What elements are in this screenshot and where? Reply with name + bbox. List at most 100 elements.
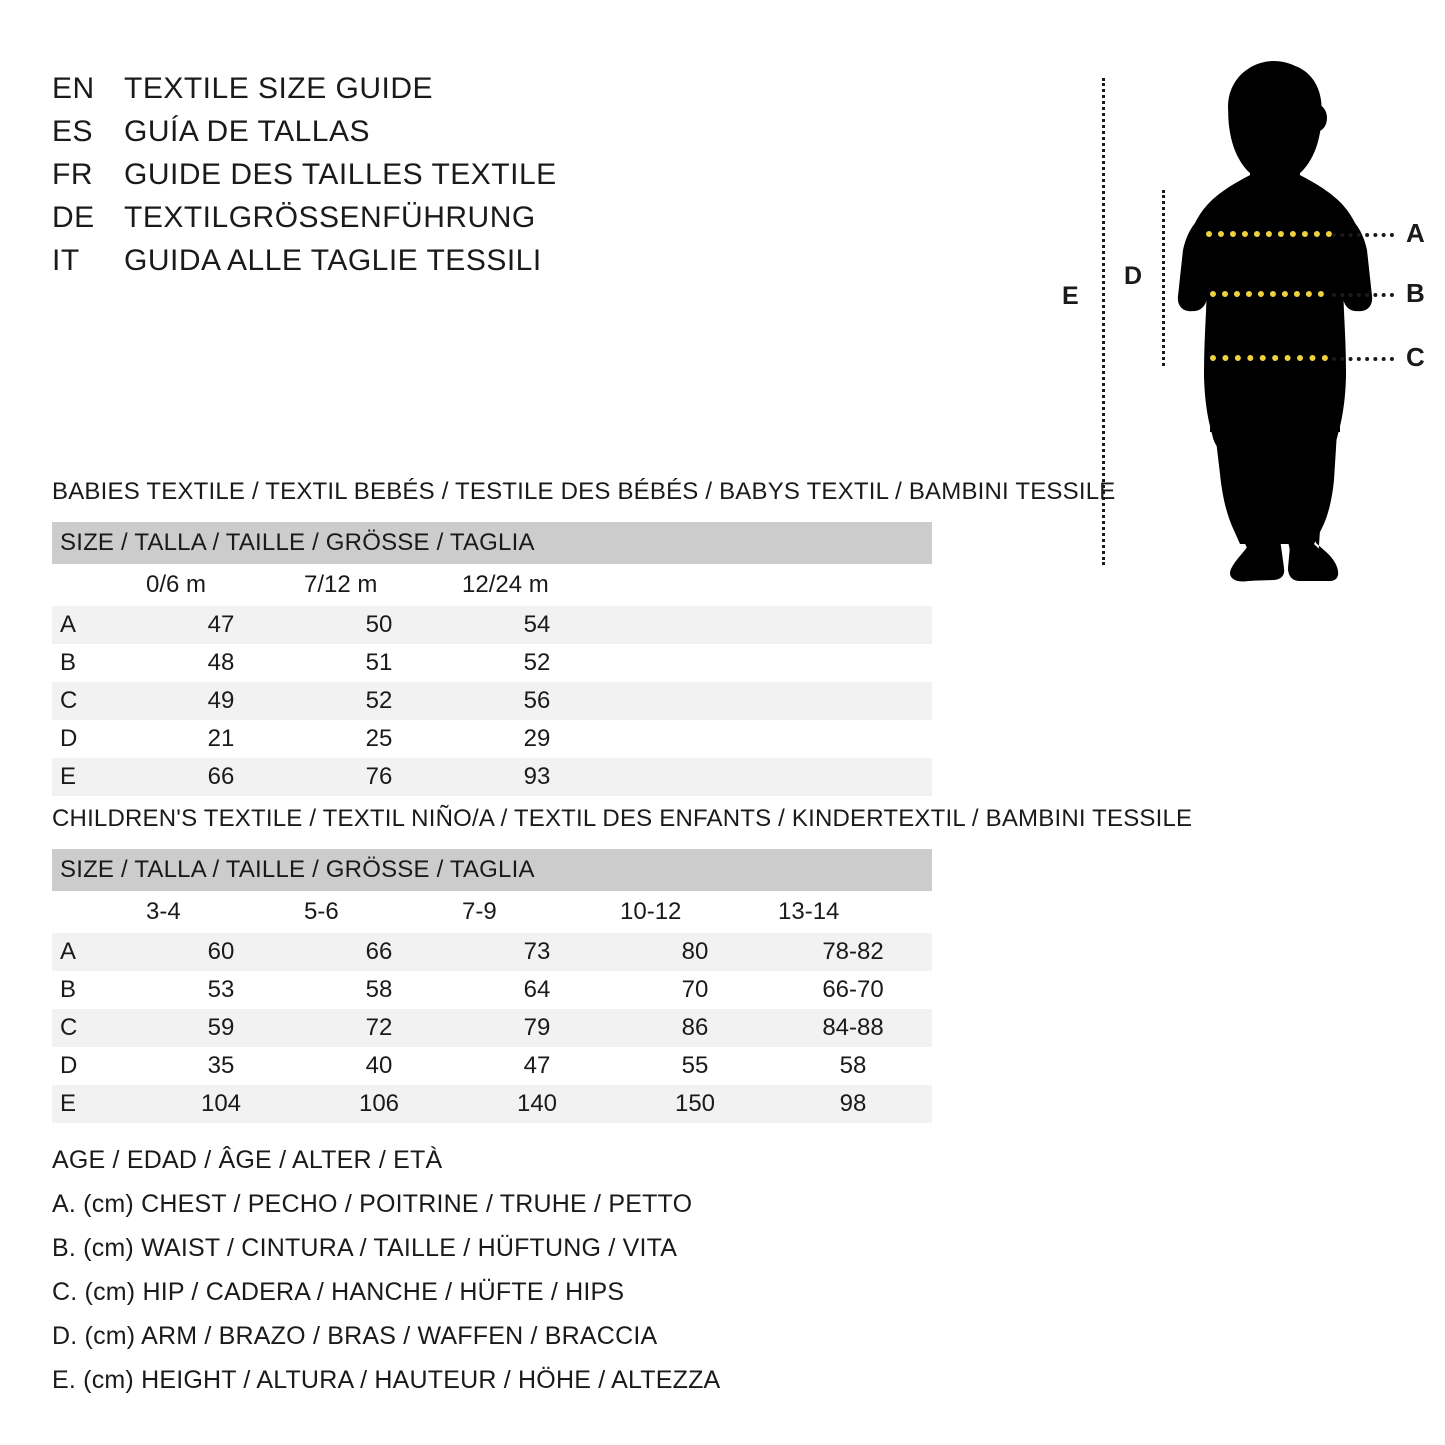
language-title-block: EN TEXTILE SIZE GUIDE ES GUÍA DE TALLAS … bbox=[52, 72, 692, 287]
children-cell-c-4: 84-88 bbox=[774, 1009, 933, 1047]
language-code-de: DE bbox=[52, 201, 95, 234]
children-cell-b-1: 58 bbox=[300, 971, 458, 1009]
language-code-it: IT bbox=[52, 244, 80, 277]
children-cell-c-0: 59 bbox=[142, 1009, 300, 1047]
children-cell-e-0: 104 bbox=[142, 1085, 300, 1123]
chest-leader-line bbox=[1332, 233, 1394, 237]
children-row-label-e: E bbox=[52, 1085, 142, 1123]
children-row-label-c: C bbox=[52, 1009, 142, 1047]
babies-cell-a-pad bbox=[616, 606, 932, 644]
children-cell-e-2: 140 bbox=[458, 1085, 616, 1123]
children-cell-c-1: 72 bbox=[300, 1009, 458, 1047]
legend-line-a-chest: A. (cm) CHEST / PECHO / POITRINE / TRUHE… bbox=[52, 1190, 693, 1218]
language-code-en: EN bbox=[52, 72, 95, 105]
language-row-de: DE TEXTILGRÖSSENFÜHRUNG bbox=[52, 201, 692, 244]
babies-cell-a-0: 47 bbox=[142, 606, 300, 644]
figure-label-a: A bbox=[1406, 218, 1425, 248]
hip-leader-line bbox=[1332, 357, 1394, 361]
babies-row-label-a: A bbox=[52, 606, 142, 644]
children-size-table: SIZE / TALLA / TAILLE / GRÖSSE / TAGLIA … bbox=[52, 849, 933, 1123]
language-code-fr: FR bbox=[52, 158, 93, 191]
children-cell-d-1: 40 bbox=[300, 1047, 458, 1085]
children-cell-b-2: 64 bbox=[458, 971, 616, 1009]
table-row: A 47 50 54 bbox=[52, 606, 932, 644]
children-band-header: SIZE / TALLA / TAILLE / GRÖSSE / TAGLIA bbox=[52, 849, 933, 891]
children-band-header-row: SIZE / TALLA / TAILLE / GRÖSSE / TAGLIA bbox=[52, 849, 933, 891]
children-section-title: CHILDREN'S TEXTILE / TEXTIL NIÑO/A / TEX… bbox=[52, 805, 1193, 832]
language-title-de: TEXTILGRÖSSENFÜHRUNG bbox=[124, 201, 536, 234]
babies-cell-b-1: 51 bbox=[300, 644, 458, 682]
babies-cell-e-pad bbox=[616, 758, 932, 796]
language-title-es: GUÍA DE TALLAS bbox=[124, 115, 370, 148]
legend-line-age: AGE / EDAD / ÂGE / ALTER / ETÀ bbox=[52, 1146, 443, 1174]
babies-cell-e-1: 76 bbox=[300, 758, 458, 796]
table-row: E 104 106 140 150 98 bbox=[52, 1085, 933, 1123]
language-row-es: ES GUÍA DE TALLAS bbox=[52, 115, 692, 158]
legend-line-e-height: E. (cm) HEIGHT / ALTURA / HAUTEUR / HÖHE… bbox=[52, 1366, 721, 1394]
child-silhouette-icon bbox=[1177, 61, 1373, 582]
children-cell-b-3: 70 bbox=[616, 971, 774, 1009]
babies-row-label-e: E bbox=[52, 758, 142, 796]
children-column-header-row: 3-4 5-6 7-9 10-12 13-14 bbox=[52, 891, 933, 933]
children-cell-b-0: 53 bbox=[142, 971, 300, 1009]
children-col-header-1: 5-6 bbox=[300, 891, 458, 933]
babies-col-header-2: 12/24 m bbox=[458, 564, 616, 606]
legend-line-c-hip: C. (cm) HIP / CADERA / HANCHE / HÜFTE / … bbox=[52, 1278, 625, 1306]
height-reference-line bbox=[1102, 78, 1105, 565]
children-row-label-d: D bbox=[52, 1047, 142, 1085]
table-row: D 35 40 47 55 58 bbox=[52, 1047, 933, 1085]
babies-cell-c-1: 52 bbox=[300, 682, 458, 720]
babies-row-label-b: B bbox=[52, 644, 142, 682]
children-row-label-b: B bbox=[52, 971, 142, 1009]
babies-row-label-c: C bbox=[52, 682, 142, 720]
babies-corner-cell bbox=[52, 564, 142, 606]
arm-reference-line bbox=[1162, 190, 1165, 366]
children-corner-cell bbox=[52, 891, 142, 933]
babies-cell-e-0: 66 bbox=[142, 758, 300, 796]
children-row-label-a: A bbox=[52, 933, 142, 971]
babies-row-label-d: D bbox=[52, 720, 142, 758]
children-cell-b-4: 66-70 bbox=[774, 971, 933, 1009]
measurement-diagram: E D A B C bbox=[1040, 50, 1445, 590]
chest-measure-line bbox=[1206, 231, 1332, 237]
babies-cell-a-1: 50 bbox=[300, 606, 458, 644]
babies-cell-c-pad bbox=[616, 682, 932, 720]
measurement-legend: AGE / EDAD / ÂGE / ALTER / ETÀ A. (cm) C… bbox=[52, 1138, 812, 1402]
children-cell-d-4: 58 bbox=[774, 1047, 933, 1085]
children-col-header-3: 10-12 bbox=[616, 891, 774, 933]
children-cell-e-1: 106 bbox=[300, 1085, 458, 1123]
table-row: B 53 58 64 70 66-70 bbox=[52, 971, 933, 1009]
children-cell-d-0: 35 bbox=[142, 1047, 300, 1085]
waist-leader-line bbox=[1332, 293, 1394, 297]
babies-section-title: BABIES TEXTILE / TEXTIL BEBÉS / TESTILE … bbox=[52, 478, 1116, 505]
babies-cell-e-2: 93 bbox=[458, 758, 616, 796]
legend-line-b-waist: B. (cm) WAIST / CINTURA / TAILLE / HÜFTU… bbox=[52, 1234, 678, 1262]
babies-cell-b-pad bbox=[616, 644, 932, 682]
children-section: CHILDREN'S TEXTILE / TEXTIL NIÑO/A / TEX… bbox=[52, 805, 1193, 1123]
children-col-header-2: 7-9 bbox=[458, 891, 616, 933]
table-row: D 21 25 29 bbox=[52, 720, 932, 758]
children-cell-a-1: 66 bbox=[300, 933, 458, 971]
babies-cell-b-0: 48 bbox=[142, 644, 300, 682]
children-cell-e-3: 150 bbox=[616, 1085, 774, 1123]
babies-column-header-row: 0/6 m 7/12 m 12/24 m bbox=[52, 564, 932, 606]
figure-label-d: D bbox=[1124, 262, 1143, 290]
babies-cell-a-2: 54 bbox=[458, 606, 616, 644]
children-cell-d-2: 47 bbox=[458, 1047, 616, 1085]
babies-cell-c-0: 49 bbox=[142, 682, 300, 720]
language-title-fr: GUIDE DES TAILLES TEXTILE bbox=[124, 158, 557, 191]
children-cell-a-4: 78-82 bbox=[774, 933, 933, 971]
babies-band-header: SIZE / TALLA / TAILLE / GRÖSSE / TAGLIA bbox=[52, 522, 932, 564]
language-row-it: IT GUIDA ALLE TAGLIE TESSILI bbox=[52, 244, 692, 287]
children-cell-d-3: 55 bbox=[616, 1047, 774, 1085]
children-col-header-0: 3-4 bbox=[142, 891, 300, 933]
legend-line-d-arm: D. (cm) ARM / BRAZO / BRAS / WAFFEN / BR… bbox=[52, 1322, 658, 1350]
language-title-en: TEXTILE SIZE GUIDE bbox=[124, 72, 434, 105]
babies-cell-c-2: 56 bbox=[458, 682, 616, 720]
table-row: C 49 52 56 bbox=[52, 682, 932, 720]
babies-cell-d-2: 29 bbox=[458, 720, 616, 758]
language-title-it: GUIDA ALLE TAGLIE TESSILI bbox=[124, 244, 542, 277]
language-code-es: ES bbox=[52, 115, 94, 148]
children-cell-a-0: 60 bbox=[142, 933, 300, 971]
